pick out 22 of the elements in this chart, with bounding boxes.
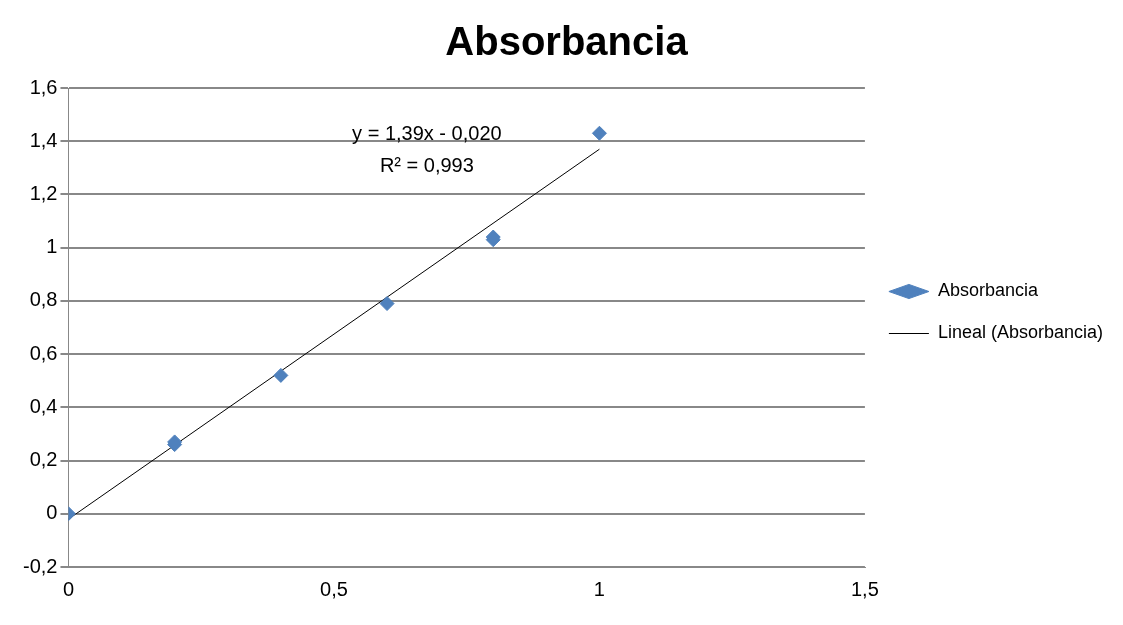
annotation: R² = 0,993 [379, 153, 474, 176]
y-tick-label: 0,4 [29, 394, 58, 417]
x-tick-label: 1,5 [851, 577, 879, 600]
x-tick-label: 0 [62, 577, 75, 600]
y-tick-label: 0 [46, 501, 58, 524]
y-tick-label: 1,4 [29, 128, 58, 151]
annotation: y = 1,39x - 0,020 [352, 121, 502, 144]
point [273, 367, 289, 383]
y-tick-label: 0,8 [29, 288, 58, 311]
point [379, 296, 395, 312]
y-tick-label: 1 [46, 235, 58, 258]
y-tick-label: 1,6 [29, 75, 58, 98]
x-tick-label: 1 [593, 577, 605, 600]
chart-title: Absorbancia [445, 19, 689, 64]
y-tick-label: -0,2 [22, 554, 58, 577]
y-tick-label: 0,2 [29, 448, 58, 471]
legend-label: Lineal (Absorbancia) [937, 322, 1103, 343]
x-tick-label: 0,5 [320, 577, 348, 600]
y-tick-label: 0,6 [29, 341, 58, 364]
point [591, 125, 607, 141]
y-tick-label: 1,2 [29, 181, 58, 204]
legend-label: Absorbancia [937, 280, 1039, 301]
